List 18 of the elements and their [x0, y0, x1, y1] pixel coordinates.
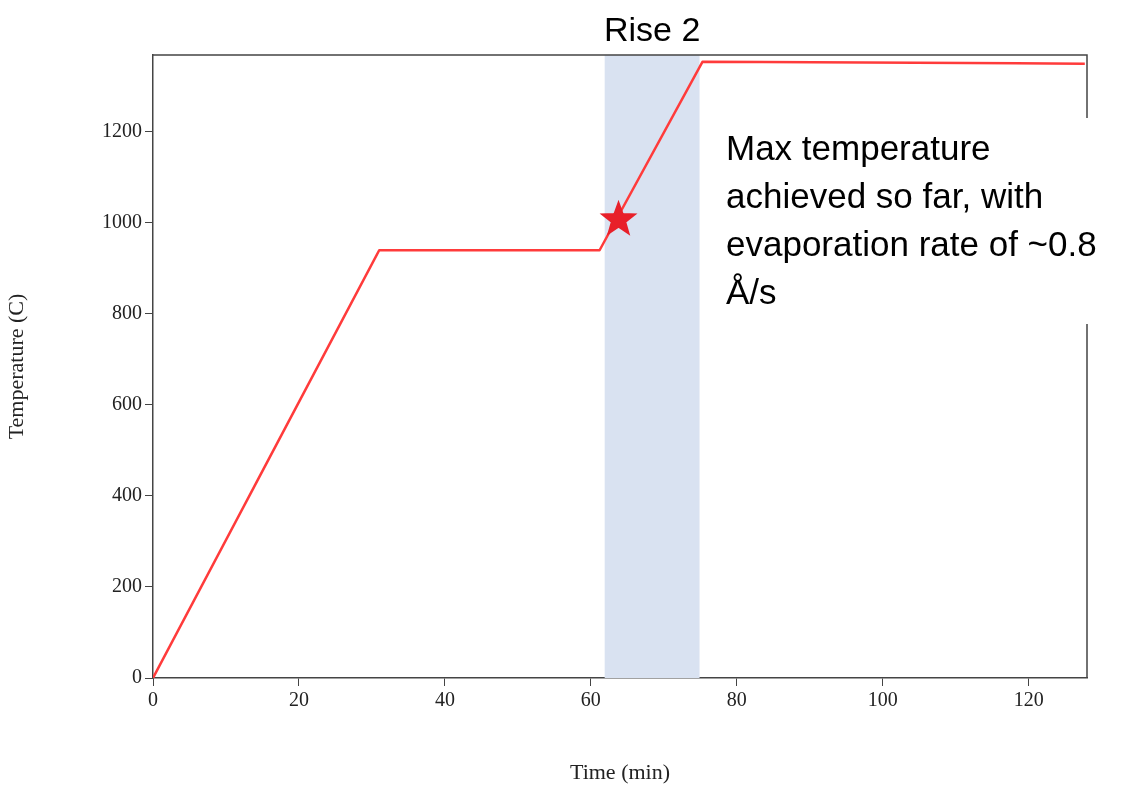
y-tick-label: 0: [132, 665, 142, 688]
x-tick-label: 40: [434, 688, 455, 711]
band-label: Rise 2: [603, 10, 701, 49]
y-tick-label: 800: [112, 301, 142, 324]
x-tick-label: 20: [288, 688, 309, 711]
y-tick-label: 1200: [102, 119, 142, 142]
y-tick-label: 1000: [102, 210, 142, 233]
y-axis-title: Temperature (C): [2, 293, 28, 440]
x-tick-label: 0: [148, 688, 158, 711]
annotation: Max temperature achieved so far, with evaporation rate of ~0.8 Å/s: [712, 118, 1120, 324]
y-tick-label: 600: [112, 392, 142, 415]
x-tick-label: 100: [867, 688, 898, 711]
x-tick-label: 80: [726, 688, 747, 711]
x-axis-title: Time (min): [569, 758, 671, 784]
y-tick-label: 200: [112, 574, 142, 597]
x-tick-label: 120: [1013, 688, 1044, 711]
x-tick-label: 60: [580, 688, 601, 711]
y-tick-label: 400: [112, 483, 142, 506]
